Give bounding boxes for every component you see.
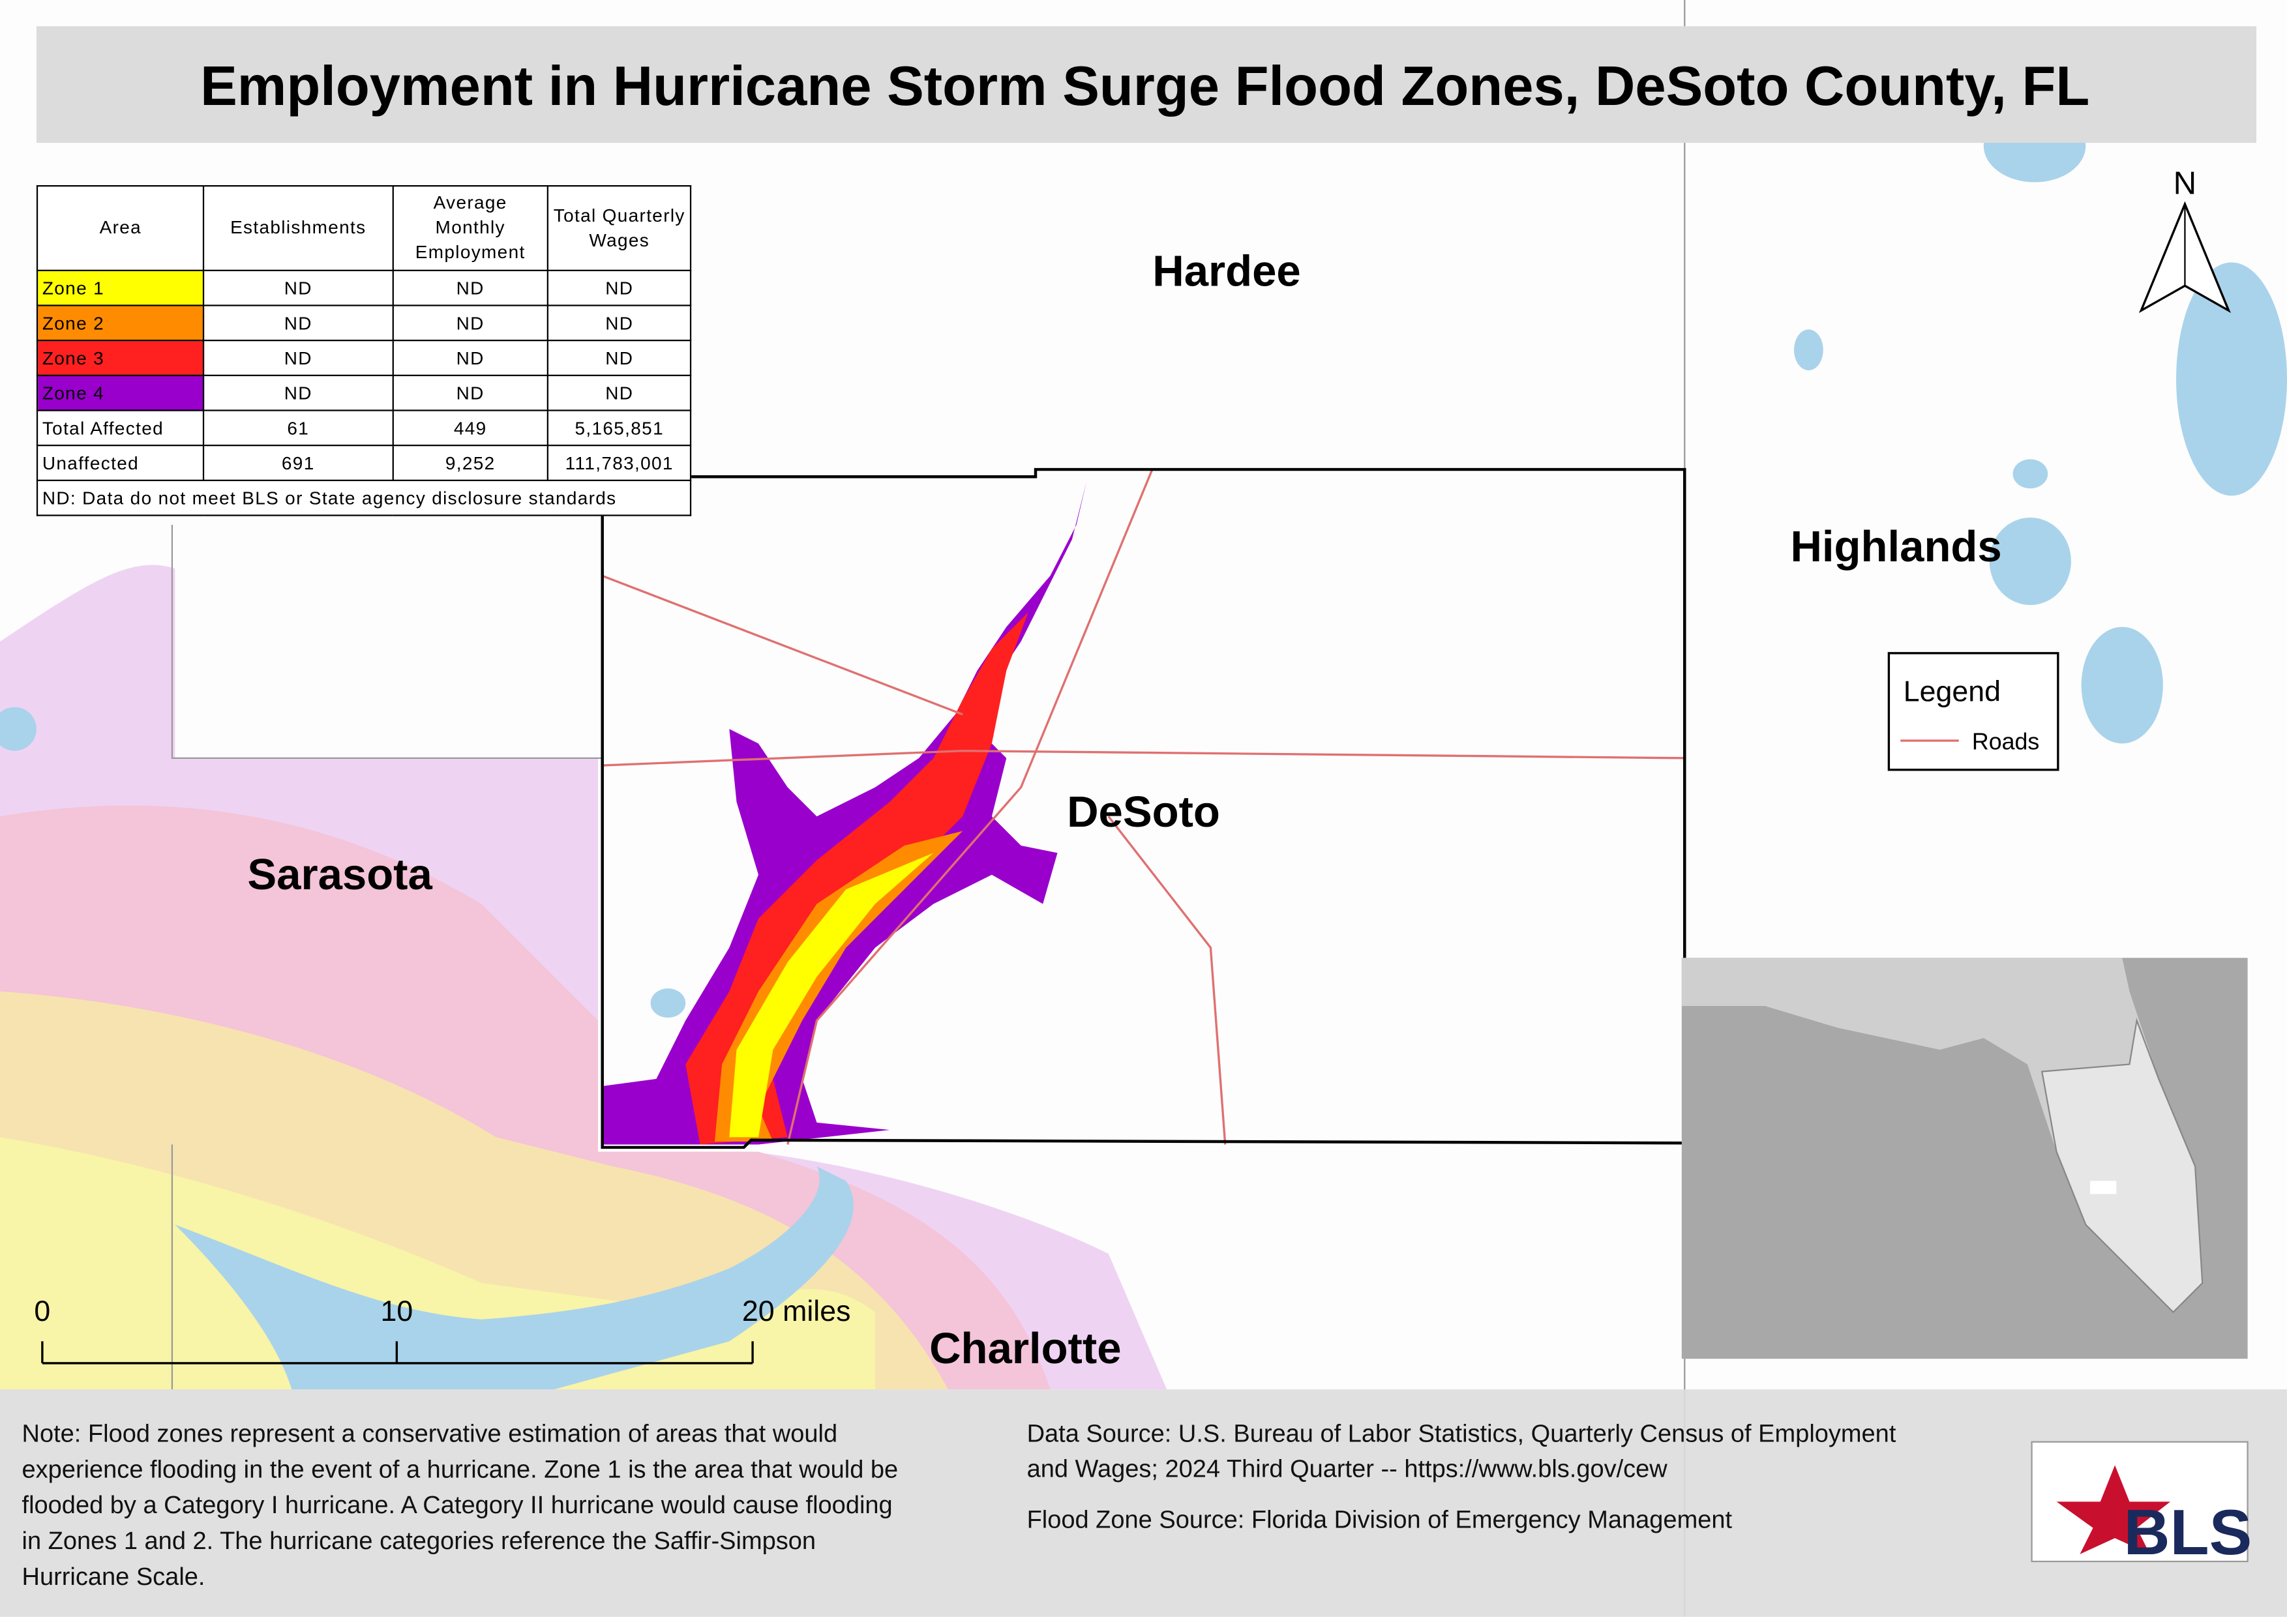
logo-star [2056,1465,2171,1554]
water [175,1166,854,1390]
table-cell: ND [391,304,549,342]
footnote-row: ND: Data do not meet BLS or State agency… [36,479,692,516]
lake [2176,262,2287,496]
table-row: Zone 2 ND ND ND [36,304,692,342]
column-header: Area [36,185,205,271]
inset-florida [2040,1018,2204,1314]
row-label: Total Affected [36,409,205,447]
table-cell: ND [547,374,692,411]
table-cell: 61 [203,409,394,447]
zone-1-area [729,853,934,1138]
table-row: Unaffected 691 9,252 111,783,001 [36,445,692,481]
note-text: flooded by a Category I hurricane. A Cat… [22,1492,893,1519]
zone-2-area [714,831,963,1142]
note-text: and Wages; 2024 Third Quarter -- https:/… [1027,1455,1668,1483]
region-label: DeSoto [1067,788,1220,836]
zone-4-area [602,480,1087,1145]
lakes [0,109,2287,1018]
title-band [36,26,2257,143]
table-cell: ND [391,269,549,306]
table-row: Zone 3 ND ND ND [36,340,692,376]
column-header: Establishments [203,185,394,271]
table-cell: 691 [203,445,394,481]
note-text: in Zones 1 and 2. The hurricane categori… [22,1528,816,1555]
region-label: Sarasota [247,850,432,899]
scale-label: 0 [34,1295,50,1327]
note-text: Note: Flood zones represent a conservati… [22,1421,838,1448]
row-label: Unaffected [36,445,205,481]
region-label: Charlotte [929,1324,1121,1373]
row-label: Zone 4 [36,374,205,411]
notes-band [0,1389,2287,1617]
table-cell: ND [391,374,549,411]
legend-title: Legend [1904,676,2001,708]
region-label: Highlands [1790,522,2001,571]
lake [2012,459,2048,489]
note-text: Hurricane Scale. [22,1563,205,1591]
column-header: Total Quarterly Wages [547,185,692,271]
legend-item: Roads [1972,728,2039,754]
notes: Note: Flood zones represent a conservati… [22,1421,1896,1591]
table-cell: 9,252 [391,445,549,481]
lake [1989,517,2071,606]
employment-table: Area Establishments Average Monthly Employ… [36,185,692,516]
logo-text: BLS [2124,1496,2252,1568]
table-cell: ND [547,340,692,376]
county-line [171,525,603,759]
legend-box [1887,652,2059,771]
table-cell: 449 [391,409,549,447]
table-row: Zone 1 ND ND ND [36,269,692,306]
scale-label: 10 [380,1295,413,1327]
note-text: Flood Zone Source: Florida Division of E… [1027,1507,1733,1534]
note-text: experience flooding in the event of a hu… [22,1456,899,1483]
table-footnote: ND: Data do not meet BLS or State agency… [36,479,692,516]
table-cell: ND [203,269,394,306]
inset-desoto-marker [2090,1181,2117,1194]
lake [2081,627,2163,744]
column-header: Average Monthly Employment [391,185,549,271]
road [602,749,1685,767]
scale-bar [41,1341,754,1365]
lake [0,707,37,751]
roads [602,469,1685,1145]
table-cell: ND [547,304,692,342]
row-label: Zone 3 [36,340,205,376]
table-cell: 5,165,851 [547,409,692,447]
table-row: Zone 4 ND ND ND [36,374,692,411]
north-label: N [2174,165,2197,201]
scale-label: 20 miles [742,1295,851,1327]
inset-land [1681,958,2203,1312]
map-title: Employment in Hurricane Storm Surge Floo… [200,55,2089,117]
table-row: Total Affected 61 449 5,165,851 [36,409,692,447]
lake [650,988,686,1018]
table-cell: ND [391,340,549,376]
road [786,469,1154,1145]
header-row: Area Establishments Average Monthly Employ… [36,185,692,271]
row-label: Zone 1 [36,269,205,306]
table-cell: ND [547,269,692,306]
table-cell: ND [203,340,394,376]
table-cell: 111,783,001 [547,445,692,481]
road [1107,816,1227,1145]
lake [1794,329,1823,371]
road [602,574,963,716]
row-label: Zone 2 [36,304,205,342]
table-cell: ND [203,374,394,411]
region-label: Hardee [1152,246,1300,295]
table-cell: ND [203,304,394,342]
note-text: Data Source: U.S. Bureau of Labor Statis… [1027,1421,1896,1448]
